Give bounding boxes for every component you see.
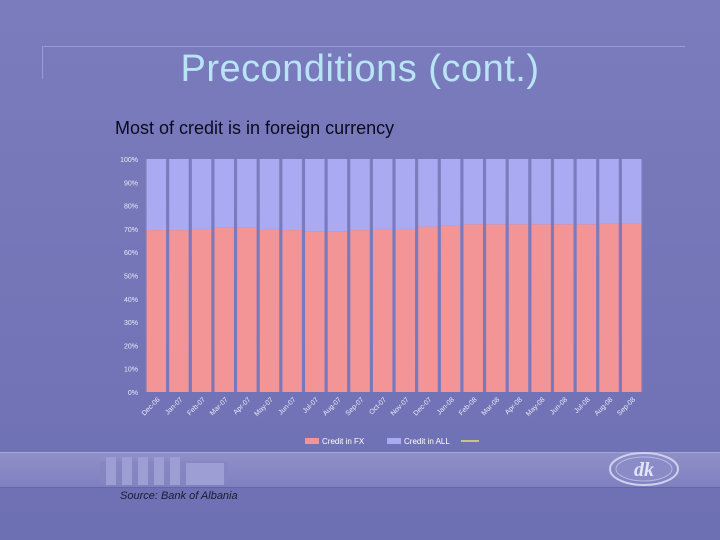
- bar-credit-fx: [486, 224, 506, 392]
- bar-credit-all: [350, 159, 370, 231]
- bar-credit-fx: [214, 227, 234, 392]
- y-tick-label: 60%: [124, 250, 138, 257]
- bar-credit-all: [214, 159, 234, 228]
- stacked-bar-chart: 0%10%20%30%40%50%60%70%80%90%100%Dec-06 J…: [120, 157, 643, 446]
- x-tick-label: Feb-08: [458, 396, 479, 417]
- y-tick-label: 70%: [124, 227, 138, 234]
- bar-credit-all: [395, 159, 416, 229]
- x-tick-label: Jul-08: [573, 396, 592, 415]
- bar-credit-all: [463, 159, 483, 225]
- bar-credit-fx: [440, 225, 461, 392]
- bar-credit-all: [169, 159, 189, 231]
- bar-credit-all: [305, 159, 325, 232]
- bar-credit-fx: [169, 230, 189, 392]
- building-icon: [100, 457, 228, 485]
- dk-logo-icon: dk: [609, 452, 679, 486]
- y-tick-label: 40%: [124, 297, 138, 304]
- bar-credit-fx: [576, 224, 597, 392]
- bar-credit-fx: [508, 224, 529, 392]
- bar-credit-all: [372, 159, 393, 229]
- bar-credit-fx: [191, 228, 212, 392]
- x-tick-label: Sep-07: [345, 396, 366, 417]
- x-tick-label: Apr-08: [504, 396, 524, 416]
- bar-credit-fx: [621, 223, 642, 392]
- bar-credit-all: [327, 159, 348, 232]
- bar-credit-all: [282, 159, 302, 231]
- y-tick-label: 10%: [124, 367, 138, 374]
- legend-swatch: [305, 438, 319, 444]
- bar-credit-all: [508, 159, 529, 225]
- x-tick-label: Aug-07: [322, 396, 343, 417]
- bar-credit-fx: [531, 224, 551, 392]
- x-tick-label: Jun-07: [277, 396, 297, 416]
- y-tick-label: 20%: [124, 343, 138, 350]
- bar-credit-fx: [554, 224, 574, 392]
- bar-credit-all: [554, 159, 574, 225]
- x-tick-label: Feb-07: [186, 396, 207, 417]
- x-tick-label: Mar-08: [481, 396, 502, 417]
- bar-credit-fx: [305, 231, 325, 392]
- bar-credit-fx: [395, 228, 416, 392]
- x-tick-label: Jan-07: [164, 396, 184, 416]
- bar-credit-all: [531, 159, 551, 225]
- y-tick-label: 0%: [128, 390, 138, 397]
- bar-credit-all: [621, 159, 642, 224]
- x-tick-label: Dec-06: [141, 396, 162, 417]
- bar-credit-all: [259, 159, 280, 229]
- bar-credit-all: [418, 159, 438, 227]
- title-frame: [42, 46, 685, 79]
- bar-credit-all: [440, 159, 461, 226]
- x-tick-label: Oct-07: [368, 396, 388, 416]
- x-tick-label: May-08: [525, 396, 547, 418]
- x-tick-label: May-07: [253, 396, 275, 418]
- bar-credit-fx: [282, 230, 302, 392]
- legend-label: Credit in ALL: [404, 437, 450, 446]
- x-tick-label: Dec-07: [412, 396, 433, 417]
- bar-credit-all: [486, 159, 506, 225]
- bar-credit-all: [146, 159, 167, 231]
- y-tick-label: 80%: [124, 204, 138, 211]
- bar-credit-fx: [463, 224, 483, 392]
- bar-credit-all: [191, 159, 212, 229]
- x-tick-label: Jul-07: [302, 396, 321, 415]
- bar-credit-fx: [599, 223, 619, 392]
- source-note: Source: Bank of Albania: [120, 490, 238, 502]
- x-tick-label: Nov-07: [390, 396, 411, 417]
- x-tick-label: Mar-07: [209, 396, 230, 417]
- x-tick-label: Jun-08: [549, 396, 569, 416]
- bar-credit-all: [237, 159, 257, 228]
- bar-credit-all: [576, 159, 597, 225]
- bar-credit-fx: [146, 230, 167, 392]
- y-tick-label: 90%: [124, 180, 138, 187]
- y-tick-label: 100%: [120, 157, 138, 164]
- y-tick-label: 50%: [124, 274, 138, 281]
- bar-credit-fx: [372, 228, 393, 392]
- x-tick-label: Sep-08: [616, 396, 637, 417]
- bar-credit-all: [599, 159, 619, 224]
- y-tick-label: 30%: [124, 320, 138, 327]
- x-tick-label: Apr-07: [232, 396, 252, 416]
- legend-swatch: [387, 438, 401, 444]
- slide-title: Preconditions (cont.): [180, 48, 540, 90]
- x-tick-label: Aug-08: [594, 396, 615, 417]
- bar-credit-fx: [259, 228, 280, 392]
- bar-credit-fx: [350, 230, 370, 392]
- bar-credit-fx: [327, 231, 348, 392]
- bar-credit-fx: [418, 226, 438, 392]
- slide-subtitle: Most of credit is in foreign currency: [115, 118, 395, 138]
- legend-label: Credit in FX: [322, 437, 365, 446]
- svg-text:dk: dk: [634, 459, 654, 481]
- x-tick-label: Jan-08: [436, 396, 456, 416]
- bar-credit-fx: [237, 227, 257, 392]
